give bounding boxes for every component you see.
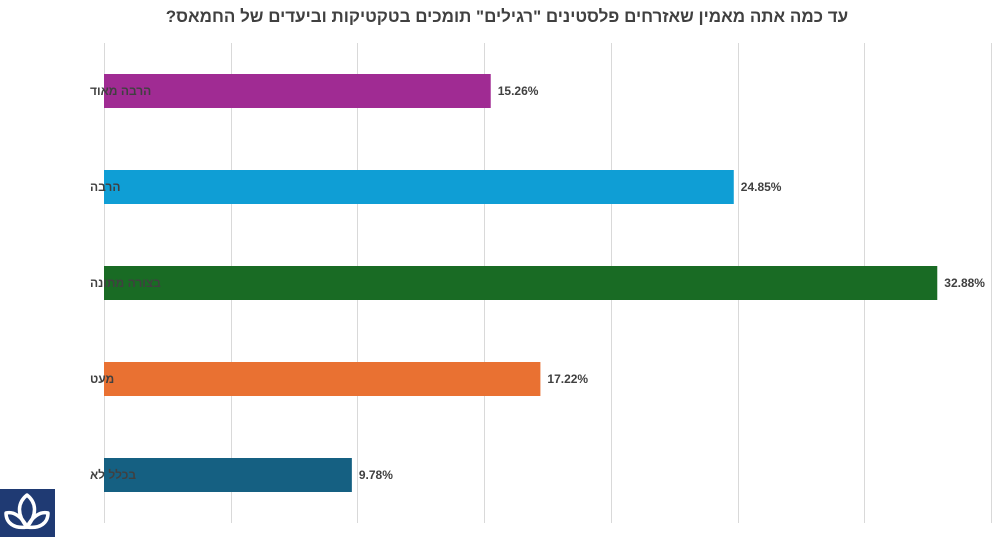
value-label: 24.85% [741,180,782,194]
category-label: מעט [90,372,114,386]
category-labels: הרבה מאוד הרבה בצורה מתונה מעט בכלל לא [90,84,161,482]
bars [104,74,938,492]
bar [104,266,938,300]
trefoil-logo-icon [0,489,55,537]
category-label: הרבה מאוד [90,84,151,98]
category-label: בכלל לא [90,468,136,482]
bar [104,74,491,108]
value-label: 32.88% [944,276,985,290]
chart-title: עד כמה אתה מאמין שאזרחים פלסטינים "רגילי… [166,7,848,26]
category-label: הרבה [90,180,120,194]
value-label: 17.22% [547,372,588,386]
value-labels: 15.26% 24.85% 32.88% 17.22% 9.78% [359,84,985,482]
value-label: 15.26% [498,84,539,98]
category-label: בצורה מתונה [90,276,161,290]
value-label: 9.78% [359,468,393,482]
bar [104,170,734,204]
bar [104,362,541,396]
bar [104,458,352,492]
